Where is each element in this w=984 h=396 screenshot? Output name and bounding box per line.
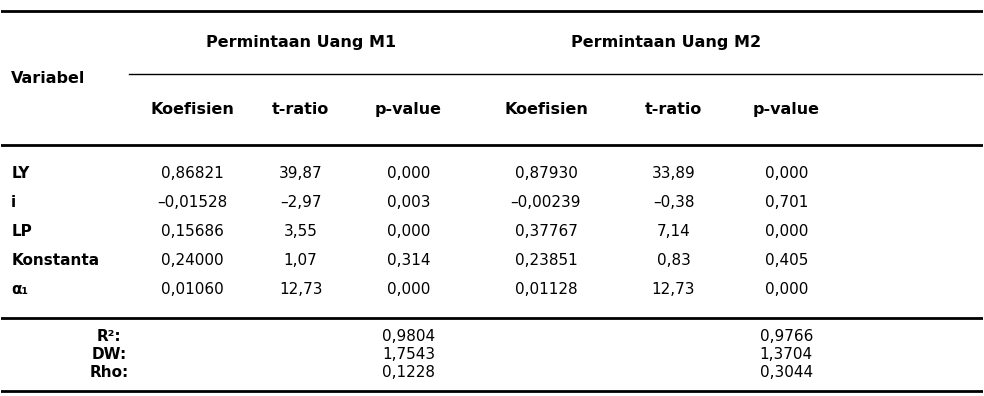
Text: 0,701: 0,701 — [765, 195, 808, 210]
Text: 33,89: 33,89 — [651, 166, 696, 181]
Text: 0,9804: 0,9804 — [382, 329, 435, 344]
Text: 0,9766: 0,9766 — [760, 329, 813, 344]
Text: 0,405: 0,405 — [765, 253, 808, 268]
Text: 0,83: 0,83 — [656, 253, 691, 268]
Text: 7,14: 7,14 — [656, 224, 691, 239]
Text: 3,55: 3,55 — [283, 224, 318, 239]
Text: Rho:: Rho: — [90, 365, 129, 380]
Text: 12,73: 12,73 — [278, 282, 323, 297]
Text: 12,73: 12,73 — [651, 282, 696, 297]
Text: –2,97: –2,97 — [279, 195, 322, 210]
Text: p-value: p-value — [375, 102, 442, 117]
Text: DW:: DW: — [92, 347, 127, 362]
Text: 0,000: 0,000 — [387, 166, 430, 181]
Text: 0,000: 0,000 — [387, 282, 430, 297]
Text: 1,3704: 1,3704 — [760, 347, 813, 362]
Text: 0,000: 0,000 — [387, 224, 430, 239]
Text: Permintaan Uang M1: Permintaan Uang M1 — [206, 35, 396, 50]
Text: t-ratio: t-ratio — [645, 102, 703, 117]
Text: –0,38: –0,38 — [652, 195, 695, 210]
Text: 0,314: 0,314 — [387, 253, 430, 268]
Text: 1,7543: 1,7543 — [382, 347, 435, 362]
Text: 0,87930: 0,87930 — [515, 166, 578, 181]
Text: LP: LP — [11, 224, 31, 239]
Text: 0,000: 0,000 — [765, 282, 808, 297]
Text: 0,24000: 0,24000 — [161, 253, 224, 268]
Text: R²:: R²: — [97, 329, 122, 344]
Text: α₁: α₁ — [11, 282, 29, 297]
Text: 0,23851: 0,23851 — [515, 253, 578, 268]
Text: Permintaan Uang M2: Permintaan Uang M2 — [571, 35, 762, 50]
Text: 0,86821: 0,86821 — [161, 166, 224, 181]
Text: 0,000: 0,000 — [765, 166, 808, 181]
Text: Variabel: Variabel — [11, 70, 86, 86]
Text: 0,3044: 0,3044 — [760, 365, 813, 380]
Text: t-ratio: t-ratio — [272, 102, 330, 117]
Text: –0,01528: –0,01528 — [157, 195, 228, 210]
Text: 0,15686: 0,15686 — [161, 224, 224, 239]
Text: 39,87: 39,87 — [278, 166, 323, 181]
Text: Koefisien: Koefisien — [151, 102, 234, 117]
Text: 0,37767: 0,37767 — [515, 224, 578, 239]
Text: i: i — [11, 195, 17, 210]
Text: 0,01060: 0,01060 — [161, 282, 224, 297]
Text: 0,003: 0,003 — [387, 195, 430, 210]
Text: 1,07: 1,07 — [283, 253, 318, 268]
Text: p-value: p-value — [753, 102, 820, 117]
Text: Koefisien: Koefisien — [504, 102, 587, 117]
Text: 0,01128: 0,01128 — [515, 282, 578, 297]
Text: 0,000: 0,000 — [765, 224, 808, 239]
Text: –0,00239: –0,00239 — [511, 195, 582, 210]
Text: LY: LY — [11, 166, 30, 181]
Text: Konstanta: Konstanta — [11, 253, 99, 268]
Text: 0,1228: 0,1228 — [382, 365, 435, 380]
